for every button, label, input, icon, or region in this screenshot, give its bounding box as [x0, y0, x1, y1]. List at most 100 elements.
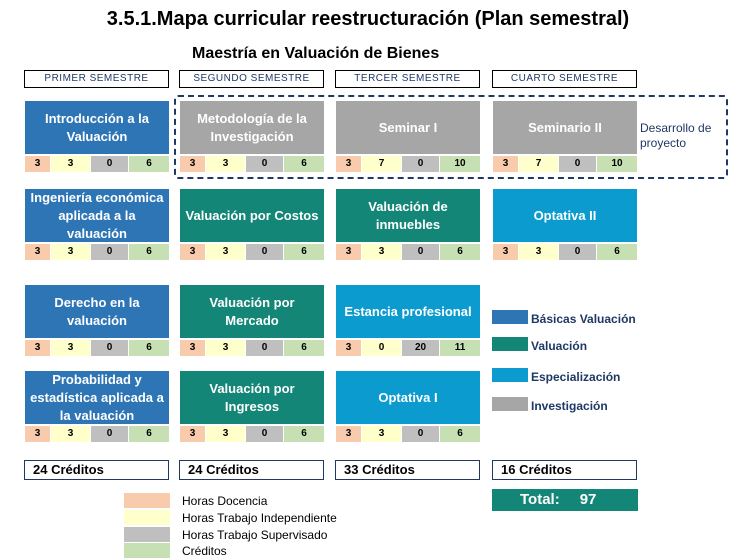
hours-cell: 3 — [206, 340, 246, 356]
area-legend-swatch — [492, 337, 528, 351]
course-box: Valuación por Ingresos — [180, 371, 324, 424]
course-box: Estancia profesional — [336, 285, 480, 338]
hours-cell: 0 — [91, 156, 129, 172]
area-legend-swatch — [492, 368, 528, 382]
course-box: Metodología de la Investigación — [180, 101, 324, 154]
hours-cell: 3 — [51, 426, 91, 442]
hours-cell: 0 — [559, 244, 597, 260]
semester-header: SEGUNDO SEMESTRE — [179, 70, 324, 88]
course-box: Valuación de inmuebles — [336, 189, 480, 242]
hours-legend-label: Horas Docencia — [182, 494, 268, 508]
hours-cell: 3 — [362, 426, 402, 442]
hours-legend-swatch — [124, 510, 170, 525]
hours-cell: 3 — [25, 426, 51, 442]
hours-cell: 6 — [284, 426, 324, 442]
hours-legend-swatch — [124, 493, 170, 508]
hours-legend-label: Horas Trabajo Supervisado — [182, 528, 328, 542]
semester-credits: 24 Créditos — [24, 460, 169, 480]
semester-header: PRIMER SEMESTRE — [24, 70, 169, 88]
hours-cell: 6 — [284, 156, 324, 172]
hours-cell: 3 — [336, 156, 362, 172]
area-legend-swatch — [492, 310, 528, 324]
total-credits: Total: 97 — [492, 489, 638, 511]
course-hours-row: 3 7 0 10 — [493, 156, 637, 172]
hours-cell: 3 — [25, 244, 51, 260]
total-value: 97 — [579, 491, 597, 508]
course-box: Introducción a la Valuación — [25, 101, 169, 154]
hours-cell: 3 — [336, 340, 362, 356]
hours-cell: 10 — [597, 156, 637, 172]
course-box: Seminario II — [493, 101, 637, 154]
hours-cell: 6 — [129, 156, 169, 172]
hours-legend-swatch — [124, 527, 170, 542]
hours-cell: 6 — [284, 340, 324, 356]
hours-cell: 3 — [206, 244, 246, 260]
hours-cell: 3 — [180, 340, 206, 356]
hours-legend-swatch — [124, 543, 170, 558]
hours-cell: 3 — [362, 244, 402, 260]
course-box: Probabilidad y estadística aplicada a la… — [25, 371, 169, 424]
hours-cell: 10 — [440, 156, 480, 172]
area-legend-label: Especialización — [531, 370, 621, 384]
hours-cell: 3 — [493, 156, 519, 172]
hours-cell: 3 — [336, 426, 362, 442]
hours-cell: 6 — [284, 244, 324, 260]
hours-cell: 0 — [246, 244, 284, 260]
program-subtitle: Maestría en Valuación de Bienes — [192, 45, 440, 62]
course-box: Derecho en la valuación — [25, 285, 169, 338]
hours-cell: 0 — [402, 156, 440, 172]
hours-cell: 3 — [180, 244, 206, 260]
hours-cell: 0 — [246, 340, 284, 356]
hours-cell: 6 — [440, 244, 480, 260]
hours-legend-label: Horas Trabajo Independiente — [182, 511, 337, 525]
course-box: Optativa II — [493, 189, 637, 242]
semester-credits: 24 Créditos — [179, 460, 324, 480]
area-legend-label: Investigación — [531, 399, 608, 413]
hours-cell: 3 — [51, 340, 91, 356]
page-title: 3.5.1.Mapa curricular reestructuración (… — [106, 8, 630, 30]
semester-header: CUARTO SEMESTRE — [492, 70, 637, 88]
course-box: Optativa I — [336, 371, 480, 424]
hours-cell: 0 — [91, 340, 129, 356]
hours-cell: 11 — [440, 340, 480, 356]
hours-cell: 3 — [180, 156, 206, 172]
hours-cell: 20 — [402, 340, 440, 356]
hours-cell: 0 — [91, 426, 129, 442]
area-legend-label: Valuación — [531, 339, 588, 353]
hours-cell: 3 — [336, 244, 362, 260]
course-box: Valuación por Mercado — [180, 285, 324, 338]
hours-cell: 0 — [402, 244, 440, 260]
course-hours-row: 3 7 0 10 — [336, 156, 480, 172]
hours-cell: 6 — [597, 244, 637, 260]
hours-cell: 3 — [206, 426, 246, 442]
hours-cell: 3 — [51, 244, 91, 260]
hours-cell: 0 — [559, 156, 597, 172]
course-box: Valuación por Costos — [180, 189, 324, 242]
course-box: Ingeniería económica aplicada a la valua… — [25, 189, 169, 242]
hours-cell: 3 — [51, 156, 91, 172]
hours-cell: 3 — [25, 156, 51, 172]
hours-cell: 0 — [246, 156, 284, 172]
hours-legend-label: Créditos — [182, 544, 227, 558]
hours-cell: 7 — [362, 156, 402, 172]
course-box: Seminar I — [336, 101, 480, 154]
hours-cell: 3 — [180, 426, 206, 442]
semester-header: TERCER SEMESTRE — [335, 70, 480, 88]
semester-credits: 16 Créditos — [492, 460, 637, 480]
semester-credits: 33 Créditos — [335, 460, 480, 480]
hours-cell: 3 — [493, 244, 519, 260]
course-hours-row: 3 0 20 11 — [336, 340, 480, 356]
total-label: Total: — [520, 491, 560, 508]
hours-cell: 6 — [129, 426, 169, 442]
hours-cell: 0 — [402, 426, 440, 442]
hours-cell: 3 — [519, 244, 559, 260]
